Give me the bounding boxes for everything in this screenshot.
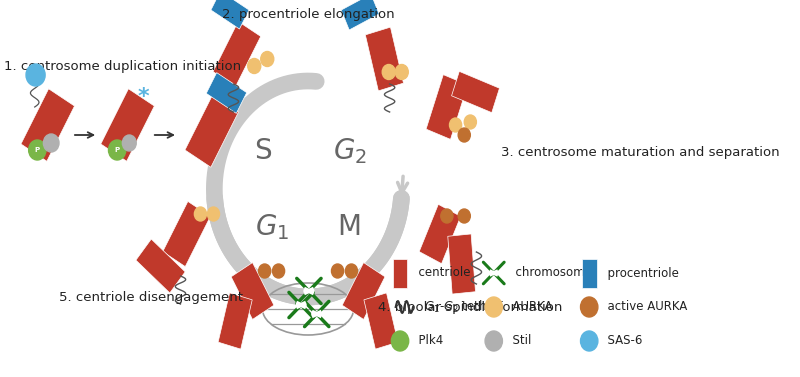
Circle shape (248, 58, 261, 74)
Polygon shape (341, 0, 379, 30)
Circle shape (29, 140, 46, 160)
Text: $G_1$-$G_2$ tether: $G_1$-$G_2$ tether (417, 299, 499, 315)
Polygon shape (101, 89, 154, 161)
Polygon shape (448, 234, 475, 294)
Polygon shape (451, 71, 499, 113)
Circle shape (450, 118, 462, 132)
Polygon shape (342, 262, 385, 319)
Polygon shape (393, 259, 407, 288)
Text: 2. procentriole elongation: 2. procentriole elongation (222, 9, 394, 21)
Circle shape (346, 264, 358, 278)
Circle shape (331, 264, 344, 278)
Circle shape (485, 331, 502, 351)
Polygon shape (211, 0, 249, 29)
Polygon shape (136, 239, 185, 293)
Polygon shape (206, 73, 246, 113)
Polygon shape (419, 204, 461, 264)
Text: M: M (338, 213, 362, 241)
Circle shape (581, 331, 598, 351)
Text: P: P (34, 147, 40, 153)
Circle shape (261, 52, 274, 66)
Circle shape (441, 209, 453, 223)
Polygon shape (162, 201, 210, 267)
Polygon shape (582, 259, 597, 288)
Text: S: S (254, 137, 272, 165)
Text: procentriole: procentriole (601, 267, 679, 279)
Text: chromosome: chromosome (508, 267, 591, 279)
Text: 4. bipolar spindle formation: 4. bipolar spindle formation (378, 300, 562, 314)
Text: 3. centrosome maturation and separation: 3. centrosome maturation and separation (501, 147, 779, 159)
Text: 5. centriole disengagement: 5. centriole disengagement (59, 291, 243, 303)
Circle shape (395, 64, 408, 80)
Polygon shape (218, 293, 252, 349)
Circle shape (109, 140, 126, 160)
Circle shape (458, 209, 470, 223)
Circle shape (43, 134, 59, 152)
Text: active AURKA: active AURKA (601, 300, 688, 314)
Circle shape (458, 128, 470, 142)
Circle shape (207, 207, 219, 221)
Circle shape (464, 115, 476, 129)
Circle shape (273, 264, 285, 278)
Circle shape (122, 135, 136, 151)
Text: *: * (138, 87, 149, 107)
Circle shape (391, 331, 409, 351)
Circle shape (581, 297, 598, 317)
Text: 1. centrosome duplication initiation: 1. centrosome duplication initiation (4, 60, 242, 74)
Text: P: P (114, 147, 120, 153)
Circle shape (258, 264, 270, 278)
Polygon shape (213, 21, 261, 87)
Circle shape (382, 64, 395, 80)
Text: AURKA: AURKA (505, 300, 553, 314)
Polygon shape (185, 95, 238, 167)
Polygon shape (364, 293, 398, 349)
Text: $G_1$: $G_1$ (254, 212, 289, 242)
Polygon shape (21, 89, 74, 161)
Polygon shape (366, 27, 403, 91)
Polygon shape (426, 75, 468, 139)
Text: Stil: Stil (505, 334, 531, 348)
Text: $G_2$: $G_2$ (333, 136, 366, 166)
Circle shape (26, 64, 45, 86)
Polygon shape (231, 262, 274, 319)
Circle shape (194, 207, 206, 221)
Circle shape (485, 297, 502, 317)
Text: Plk4: Plk4 (411, 334, 443, 348)
Text: SAS-6: SAS-6 (601, 334, 643, 348)
Text: centriole: centriole (411, 267, 471, 279)
